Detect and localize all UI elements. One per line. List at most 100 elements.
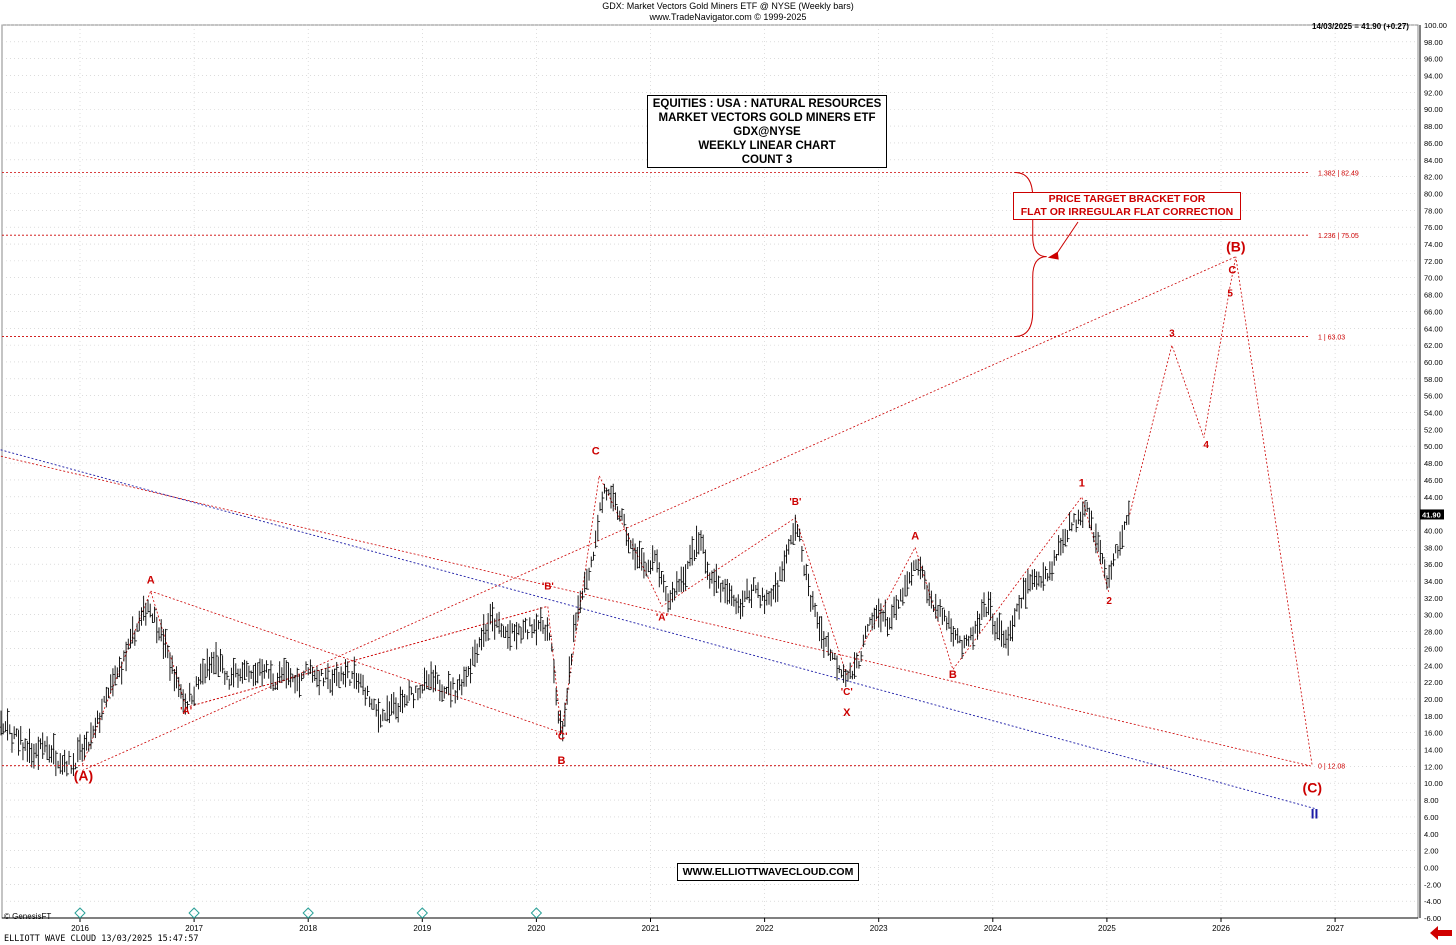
price-bar: [429, 661, 433, 691]
price-bar: [1057, 535, 1060, 556]
price-bar: [526, 619, 529, 640]
wave-label: 'B': [542, 581, 554, 592]
y-tick-label: -2.00: [1424, 880, 1441, 889]
price-bar: [460, 679, 464, 696]
price-bar: [440, 684, 444, 703]
x-tick-label: 2019: [413, 924, 431, 933]
price-bar: [708, 563, 712, 589]
price-bar: [936, 604, 940, 622]
price-bar: [368, 691, 371, 708]
price-bar: [118, 656, 121, 678]
price-bar: [309, 659, 312, 674]
price-bar: [743, 590, 747, 608]
y-tick-label: 22.00: [1424, 678, 1443, 687]
price-bar: [179, 684, 183, 699]
price-bar: [436, 672, 439, 685]
price-bar: [37, 736, 40, 770]
price-bar: [85, 731, 88, 751]
price-bar: [778, 566, 782, 587]
wave-lines: [0, 172, 1315, 809]
chart-subtitle: www.TradeNavigator.com © 1999-2025: [649, 12, 807, 22]
price-bar: [517, 623, 521, 636]
price-bar: [52, 733, 55, 765]
wave-label: 'A': [656, 613, 668, 624]
price-bar: [883, 599, 887, 627]
price-bar: [1063, 528, 1067, 547]
price-bar: [1055, 554, 1058, 561]
info-box: EQUITIES : USA : NATURAL RESOURCES MARKE…: [647, 95, 887, 168]
price-bar: [1109, 560, 1113, 580]
price-bar: [438, 674, 442, 702]
wave-label: A: [911, 531, 919, 543]
x-tick-label: 2027: [1326, 924, 1344, 933]
wave-label: 'C': [841, 687, 853, 698]
price-bar: [993, 621, 997, 641]
price-bar: [236, 668, 240, 688]
fib-label: 1.382 | 82.49: [1318, 171, 1359, 178]
price-bar: [1006, 626, 1010, 656]
x-tick-label: 2026: [1212, 924, 1230, 933]
price-bar: [1061, 529, 1065, 554]
wave-label: 5: [1227, 288, 1233, 299]
price-bar: [717, 575, 720, 593]
price-bar: [232, 657, 235, 688]
upper-channel-line: [0, 455, 1313, 767]
price-bar: [265, 660, 268, 673]
y-tick-label: 50.00: [1424, 442, 1443, 451]
price-bar: [328, 670, 332, 694]
y-tick-label: 12.00: [1424, 762, 1443, 771]
price-bar: [1079, 511, 1082, 526]
price-bar: [890, 604, 894, 630]
price-bar: [894, 595, 898, 621]
price-bar: [1092, 517, 1096, 543]
y-tick-label: 38.00: [1424, 543, 1443, 552]
price-bar: [28, 728, 31, 763]
wave-labels: (A) A 'A' 'B' 'C' B C 'A' 'B' 'C' X A B 1 2 3 4 5 C (B) (C) I…: [74, 239, 1322, 822]
price-bar: [879, 603, 883, 633]
price-bar: [243, 659, 246, 681]
price-bar: [61, 755, 64, 775]
y-tick-label: 58.00: [1424, 375, 1443, 384]
price-bar: [835, 655, 839, 681]
price-bar: [844, 668, 848, 688]
wave-label: 'C': [556, 731, 568, 742]
wave-label: 4: [1203, 440, 1209, 451]
price-bar: [159, 619, 163, 642]
grid: [1, 24, 1419, 919]
price-bar: [225, 671, 229, 681]
price-bar: [752, 577, 755, 592]
y-tick-label: 74.00: [1424, 240, 1443, 249]
price-bar: [721, 580, 725, 592]
price-bar: [140, 607, 143, 626]
price-bar: [1077, 509, 1080, 528]
price-bar: [293, 675, 297, 694]
y-tick-label: 62.00: [1424, 341, 1443, 350]
scroll-left-arrow-icon[interactable]: [1430, 926, 1452, 940]
price-bar: [647, 559, 650, 577]
price-bar: [1105, 568, 1109, 590]
y-tick-label: 68.00: [1424, 291, 1443, 300]
genesis-credit: © GenesisFT: [4, 912, 52, 921]
price-bar: [223, 668, 227, 685]
price-bar: [113, 665, 117, 686]
price-bar: [958, 635, 962, 644]
price-bar: [1041, 562, 1045, 591]
website-link[interactable]: WWW.ELLIOTTWAVECLOUD.COM: [677, 863, 859, 881]
price-bar: [758, 595, 762, 609]
price-bar: [976, 610, 979, 640]
footer-text: ELLIOTT WAVE CLOUD 13/03/2025 15:47:57: [4, 934, 199, 944]
y-tick-label: 56.00: [1424, 392, 1443, 401]
price-bar: [1037, 571, 1041, 587]
price-bar: [355, 664, 358, 690]
x-tick-label: 2023: [870, 924, 888, 933]
wave-label: 'A': [180, 706, 192, 717]
price-bar: [315, 666, 319, 688]
price-bar: [868, 617, 872, 626]
wave-label: II: [1311, 806, 1319, 822]
price-bar: [853, 652, 856, 679]
price-bar: [802, 550, 806, 577]
price-bar: [434, 665, 437, 692]
y-tick-label: 80.00: [1424, 189, 1443, 198]
price-bar: [324, 668, 328, 683]
price-bar: [912, 560, 916, 576]
